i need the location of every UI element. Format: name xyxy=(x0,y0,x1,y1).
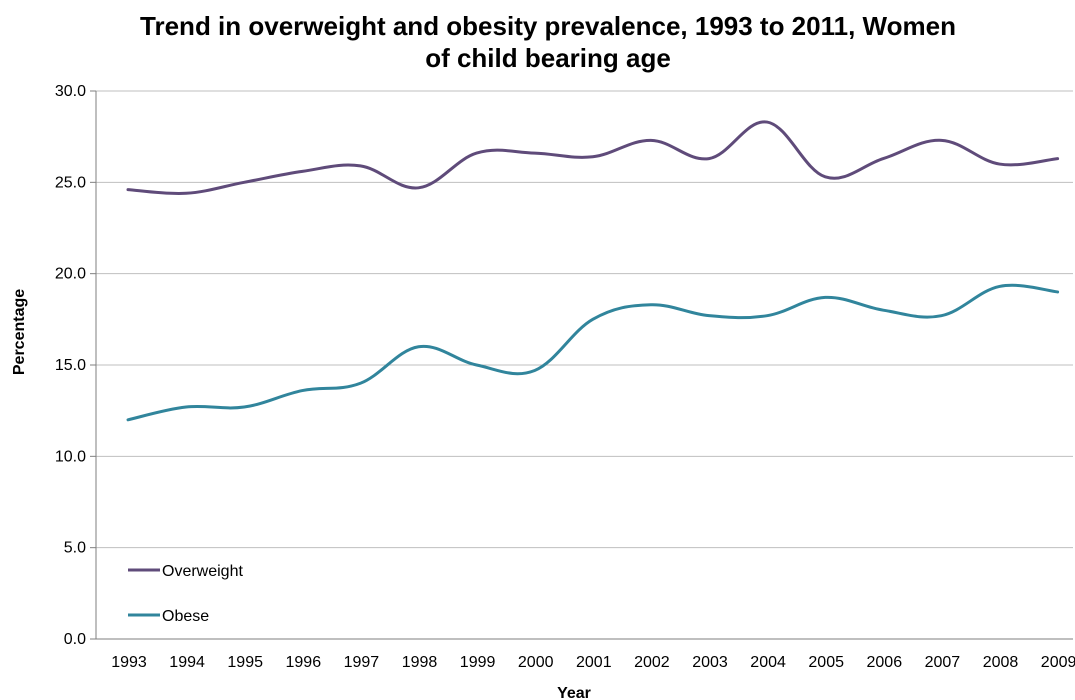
x-tick-label: 2009 xyxy=(1041,654,1075,671)
x-tick-label: 1997 xyxy=(344,654,380,671)
x-tick-label: 1998 xyxy=(402,654,438,671)
y-tick-label: 25.0 xyxy=(55,174,86,191)
y-tick-label: 10.0 xyxy=(55,448,86,465)
x-tick-label: 1999 xyxy=(460,654,496,671)
x-axis-label: Year xyxy=(557,685,591,700)
y-tick-label: 15.0 xyxy=(55,357,86,374)
y-tick-label: 30.0 xyxy=(55,83,86,100)
x-tick-label: 1996 xyxy=(286,654,322,671)
x-tick-label: 1994 xyxy=(169,654,205,671)
x-tick-label: 2005 xyxy=(808,654,844,671)
y-axis-ticks: 0.0 5.0 10.0 15.0 20.0 25.0 30.0 xyxy=(55,83,86,648)
x-tick-label: 2001 xyxy=(576,654,612,671)
x-tick-label: 2002 xyxy=(634,654,670,671)
x-tick-label: 2004 xyxy=(750,654,786,671)
gridlines xyxy=(90,90,1073,640)
x-tick-label: 2006 xyxy=(867,654,903,671)
legend-label: Obese xyxy=(162,608,209,625)
x-tick-label: 2003 xyxy=(692,654,728,671)
chart-title-line-2: of child bearing age xyxy=(425,43,671,73)
y-tick-label: 20.0 xyxy=(55,266,86,283)
chart-title-line-1: Trend in overweight and obesity prevalen… xyxy=(140,11,956,41)
x-tick-label: 2008 xyxy=(983,654,1019,671)
x-tick-label: 1993 xyxy=(111,654,147,671)
x-axis-ticks: 1993 1994 1995 1996 1997 1998 1999 2000 2001 2002… xyxy=(111,654,1075,671)
series-line-obese xyxy=(126,283,1060,422)
y-axis-label: Percentage xyxy=(11,289,28,375)
legend: Overweight Obese xyxy=(128,563,243,625)
y-tick-label: 5.0 xyxy=(64,540,86,557)
y-tick-label: 0.0 xyxy=(64,631,86,648)
x-tick-label: 2000 xyxy=(518,654,554,671)
x-tick-label: 2007 xyxy=(925,654,961,671)
series-line-overweight xyxy=(126,120,1060,196)
x-tick-label: 1995 xyxy=(227,654,263,671)
series-lines xyxy=(126,120,1060,422)
legend-label: Overweight xyxy=(162,563,243,580)
